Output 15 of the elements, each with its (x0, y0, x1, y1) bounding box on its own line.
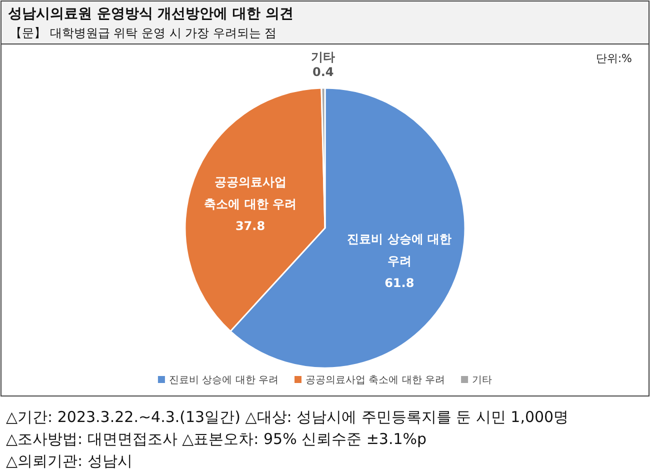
data-label: 37.8 (235, 219, 266, 234)
legend-label: 진료비 상승에 대한 우려 (168, 375, 278, 386)
text: △의뢰기관: 성남시 (6, 452, 132, 470)
slice-label: 기타 (311, 50, 336, 64)
legend-label: 기타 (472, 375, 492, 386)
slice-label: 공공의료사업 축소에 대한 우려 (204, 175, 296, 212)
text: △기간: 2023.3.22.~4.3.(13일간) △대상: 성남시에 주민등록지를 둔 시민 1,000명 (6, 408, 569, 426)
slice-label: 진료비 상승에 대한 우려 (347, 232, 452, 268)
data-label: 61.8 (384, 276, 414, 290)
text: △조사방법: 대면면접조사 △표본오차: 95% 신뢰수준 ±3.1%p (6, 430, 427, 448)
text: 단위:% (596, 52, 632, 65)
chart-subtitle: 【문】 대학병원급 위탁 운영 시 가장 우려되는 점 (10, 26, 277, 40)
legend-label: 공공의료사업 축소에 대한 우려 (306, 375, 446, 386)
chart-title: 성남시의료원 운영방식 개선방안에 대한 의견 (8, 6, 294, 22)
data-label: 0.4 (312, 65, 334, 80)
